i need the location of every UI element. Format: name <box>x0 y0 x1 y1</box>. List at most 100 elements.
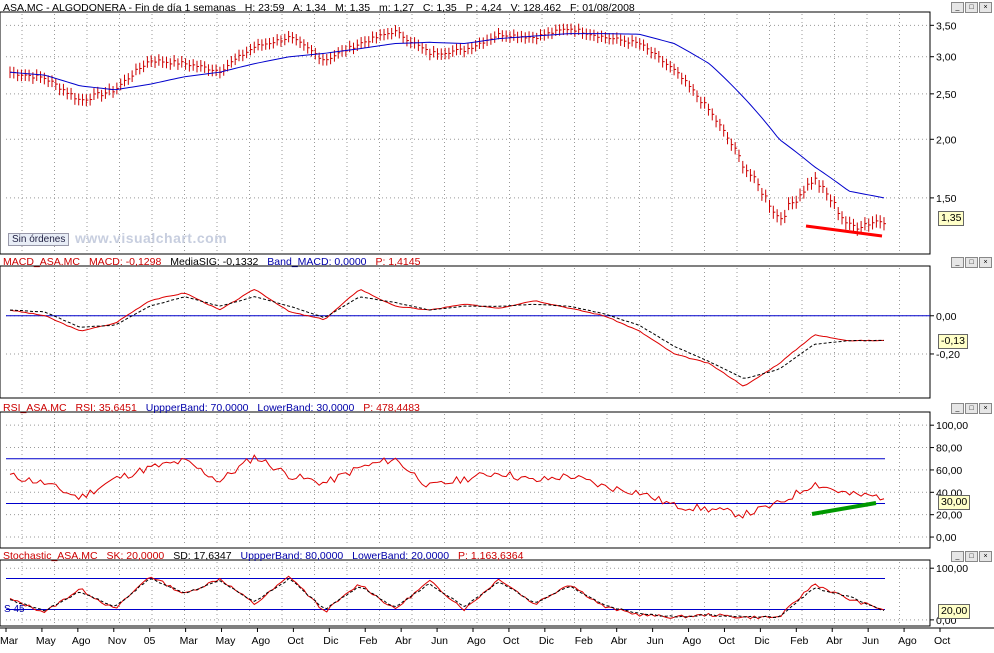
close-icon[interactable]: × <box>979 551 992 562</box>
macd-stat: MACD_ASA.MC <box>3 256 81 268</box>
x-tick-label: Abr <box>395 635 412 647</box>
panel-frame <box>0 559 931 627</box>
stoch-window-buttons: _ □ × <box>951 551 992 562</box>
x-tick-label: 05 <box>144 635 156 647</box>
x-tick-label: Abr <box>826 635 843 647</box>
minimize-icon[interactable]: _ <box>951 551 964 562</box>
x-tick-label: Ago <box>467 635 486 647</box>
x-tick-label: Jun <box>862 635 879 647</box>
stoch-stat: Stochastic_ASA.MC <box>3 550 98 562</box>
price-stat: H: 23:59 <box>244 2 285 14</box>
rsi-stat: LowerBand: 30,0000 <box>257 402 355 414</box>
x-tick-label: Oct <box>718 635 734 647</box>
macd-stat: P: 1,4145 <box>375 256 421 268</box>
maximize-icon[interactable]: □ <box>965 2 978 13</box>
price-window-buttons: _ □ × <box>951 2 992 13</box>
rsi-header: RSI_ASA.MC RSI: 35,6451 UppperBand: 70,0… <box>3 402 426 414</box>
x-tick-label: May <box>36 635 57 647</box>
x-tick-label: Nov <box>108 635 127 647</box>
y-tick-label: 100,00 <box>936 420 968 432</box>
price-stat: P : 4,24 <box>465 2 502 14</box>
minimize-icon[interactable]: _ <box>951 2 964 13</box>
macd-last-value: -0,13 <box>938 334 968 349</box>
stoch-sd-line <box>9 577 885 618</box>
divergence-line <box>811 501 877 516</box>
price-stat: A: 1,34 <box>292 2 327 14</box>
maximize-icon[interactable]: □ <box>965 403 978 414</box>
stoch-left-label: S 45 <box>4 604 25 615</box>
x-tick-label: Jun <box>647 635 664 647</box>
price-header: ASA.MC - ALGODONERA - Fin de día 1 seman… <box>3 2 641 14</box>
x-tick-label: Abr <box>611 635 628 647</box>
price-stat: V: 128.462 <box>510 2 562 14</box>
y-tick-label: 0,00 <box>936 532 957 544</box>
rsi-stat: P: 478,4483 <box>363 402 420 414</box>
moving-average-line <box>9 33 885 199</box>
x-tick-label: Ago <box>251 635 270 647</box>
macd-stat: MediaSIG: -0,1332 <box>170 256 259 268</box>
rsi-last-value: 30,00 <box>938 495 971 510</box>
close-icon[interactable]: × <box>979 403 992 414</box>
y-tick-label: 20,00 <box>936 510 962 522</box>
rsi-stat: RSI: 35,6451 <box>75 402 137 414</box>
macd-header: MACD_ASA.MC MACD: -0,1298 MediaSIG: -0,1… <box>3 256 426 268</box>
stoch-sk-line <box>9 575 885 620</box>
y-tick-label: -0,20 <box>936 349 960 361</box>
stoch-last-value: 20,00 <box>938 604 971 619</box>
y-tick-label: 0,00 <box>936 311 957 323</box>
x-tick-label: Feb <box>575 635 593 647</box>
y-tick-label: 3,50 <box>936 20 957 32</box>
x-tick-label: Dic <box>754 635 769 647</box>
stoch-stat: SD: 17,6347 <box>173 550 232 562</box>
macd-line <box>9 289 885 387</box>
stoch-stat: P: 1.163,6364 <box>458 550 524 562</box>
close-icon[interactable]: × <box>979 2 992 13</box>
y-tick-label: 100,00 <box>936 563 968 575</box>
macd-window-buttons: _ □ × <box>951 257 992 268</box>
rsi-stat: RSI_ASA.MC <box>3 402 67 414</box>
y-tick-label: 60,00 <box>936 465 962 477</box>
panel-frame <box>0 411 931 549</box>
price-stat: m: 1,27 <box>378 2 414 14</box>
x-tick-label: Oct <box>287 635 303 647</box>
macd-signal-line <box>9 296 885 379</box>
price-last-value: 1,35 <box>938 211 965 226</box>
x-tick-label: Mar <box>0 635 19 647</box>
minimize-icon[interactable]: _ <box>951 257 964 268</box>
y-tick-label: 1,50 <box>936 193 957 205</box>
support-line <box>805 224 883 238</box>
price-stat: F: 01/08/2008 <box>569 2 635 14</box>
x-tick-label: Feb <box>359 635 377 647</box>
x-tick-label: Dic <box>539 635 554 647</box>
watermark: www.visualchart.com <box>75 230 228 246</box>
panel-frame <box>0 11 931 255</box>
price-stat: C: 1,35 <box>422 2 457 14</box>
rsi-window-buttons: _ □ × <box>951 403 992 414</box>
x-tick-label: Ago <box>683 635 702 647</box>
macd-stat: MACD: -0,1298 <box>88 256 162 268</box>
x-tick-label: May <box>216 635 237 647</box>
x-tick-label: Ago <box>72 635 91 647</box>
minimize-icon[interactable]: _ <box>951 403 964 414</box>
stoch-header: Stochastic_ASA.MC SK: 20,0000 SD: 17,634… <box>3 550 529 562</box>
y-tick-label: 80,00 <box>936 443 962 455</box>
orders-badge[interactable]: Sin órdenes <box>8 233 70 246</box>
x-tick-label: Dic <box>323 635 338 647</box>
close-icon[interactable]: × <box>979 257 992 268</box>
stoch-stat: UppperBand: 80,0000 <box>240 550 344 562</box>
rsi-stat: UppperBand: 70,0000 <box>145 402 249 414</box>
panel-frame <box>0 265 931 399</box>
stoch-stat: LowerBand: 20,0000 <box>352 550 450 562</box>
stoch-stat: SK: 20,0000 <box>106 550 165 562</box>
macd-stat: Band_MACD: 0,0000 <box>267 256 367 268</box>
price-stat: M: 1,35 <box>335 2 371 14</box>
maximize-icon[interactable]: □ <box>965 257 978 268</box>
y-tick-label: 2,00 <box>936 134 957 146</box>
price-title: ASA.MC - ALGODONERA - Fin de día 1 seman… <box>3 2 236 14</box>
rsi-line <box>9 454 885 519</box>
x-tick-label: Jun <box>431 635 448 647</box>
x-tick-label: Ago <box>898 635 917 647</box>
maximize-icon[interactable]: □ <box>965 551 978 562</box>
